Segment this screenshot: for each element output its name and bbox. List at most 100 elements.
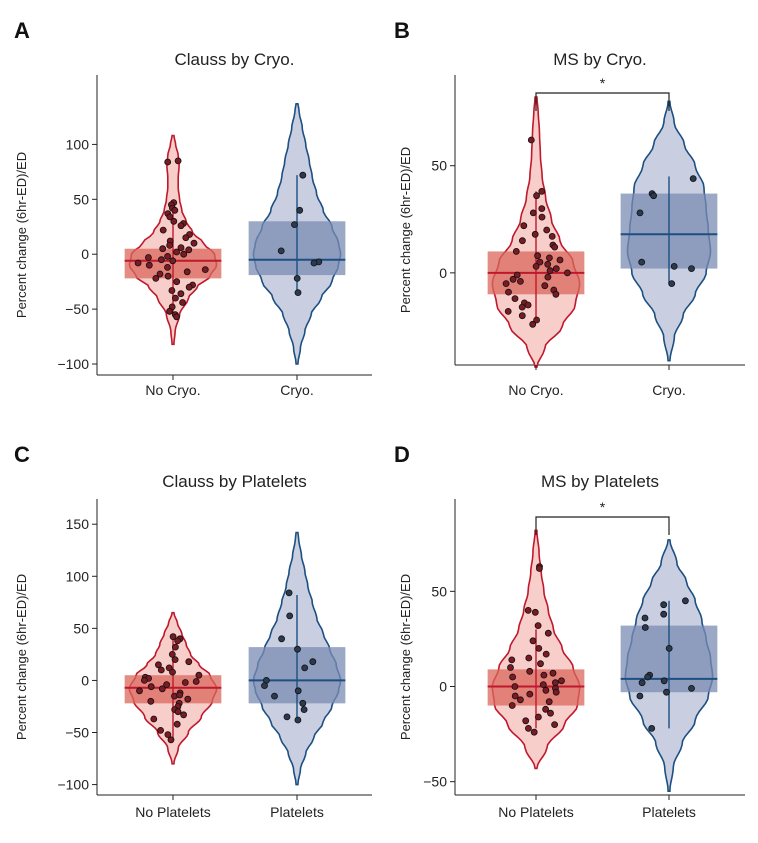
data-point [519,237,526,245]
panel-c: C Clauss by Platelets Percent change (6hr-… [14,442,372,820]
panel-title: MS by Platelets [541,472,659,491]
data-point [541,282,549,290]
data-point [171,656,179,663]
data-point [507,664,514,671]
data-point [140,677,148,684]
data-point [169,633,177,641]
data-point [177,244,185,252]
x-tick-label: Cryo. [280,382,313,398]
data-point [169,668,176,676]
data-point [552,679,559,687]
data-point [529,320,537,328]
data-point [531,230,539,238]
data-point [665,645,673,652]
data-point [277,247,285,255]
data-point [159,245,167,253]
data-point [549,669,557,677]
data-point [540,671,548,679]
data-point [144,254,152,261]
data-point [180,711,188,719]
data-point [145,261,153,269]
data-point [190,239,198,247]
data-point [174,157,182,165]
x-tick-label: Platelets [642,804,696,820]
data-point [644,673,651,681]
panel-b: B MS by Cryo. Percent change (6hr-ED)/ED 0 5… [394,18,745,398]
data-point [688,265,695,273]
data-point [167,736,175,744]
panel-d: D MS by Platelets Percent change (6hr-ED)/… [394,442,745,820]
data-point [636,209,644,217]
data-point [641,624,649,631]
x-tick-label: No Cryo. [508,382,563,398]
panel-letter: D [394,442,410,467]
data-point [168,287,176,294]
data-point [648,725,656,732]
data-point [660,601,668,609]
data-point [164,731,172,738]
data-point [285,589,293,597]
data-point [509,275,517,283]
data-point [185,658,193,666]
data-point [147,697,155,705]
data-point [525,654,533,662]
y-tick-label: 50 [73,191,89,207]
data-point [180,250,188,258]
data-point [539,681,547,688]
data-point [286,612,294,620]
data-point [159,226,167,234]
data-point [173,278,181,286]
data-point [636,692,644,700]
data-point [166,307,174,315]
y-axis-label: Percent change (6hr-ED)/ED [398,574,413,740]
data-point [668,280,676,288]
y-tick-label: 100 [66,568,90,584]
significance-bracket: * [535,499,670,535]
data-point [166,241,174,249]
data-point [551,243,559,251]
data-point [152,274,160,282]
data-point [185,246,193,254]
data-point [524,301,532,309]
data-point [520,222,528,230]
data-point [546,254,553,262]
data-point [522,717,530,725]
data-point [518,303,526,311]
data-point [544,273,552,281]
data-point [542,650,550,658]
panel-title: Clauss by Platelets [162,472,307,491]
y-tick-label: 0 [81,246,89,262]
data-point [638,258,646,266]
data-point [154,661,162,669]
panel-letter: A [14,18,30,43]
data-point [173,313,181,321]
data-point [542,686,550,694]
panel-title: Clauss by Cryo. [175,50,295,69]
data-point [192,678,200,685]
violin-group [487,96,585,368]
x-tick-label: No Platelets [498,804,573,820]
data-point [278,635,286,643]
data-point [542,705,549,713]
data-point [293,274,301,282]
data-point [508,702,516,709]
data-point [174,637,182,645]
data-point [650,192,657,200]
data-point [558,677,565,685]
significance-star: * [600,499,606,515]
data-point [533,192,540,200]
x-tick-label: Platelets [270,804,324,820]
data-point [291,221,298,229]
data-point [517,696,524,704]
data-point [176,691,184,699]
data-point [511,295,519,303]
data-point [545,698,553,706]
data-point [682,597,689,605]
data-point [533,316,540,324]
data-point [524,607,532,614]
data-point [195,671,203,679]
violin-group [248,531,346,786]
data-point [552,290,560,298]
y-tick-label: −100 [57,356,89,372]
data-point [535,713,542,721]
